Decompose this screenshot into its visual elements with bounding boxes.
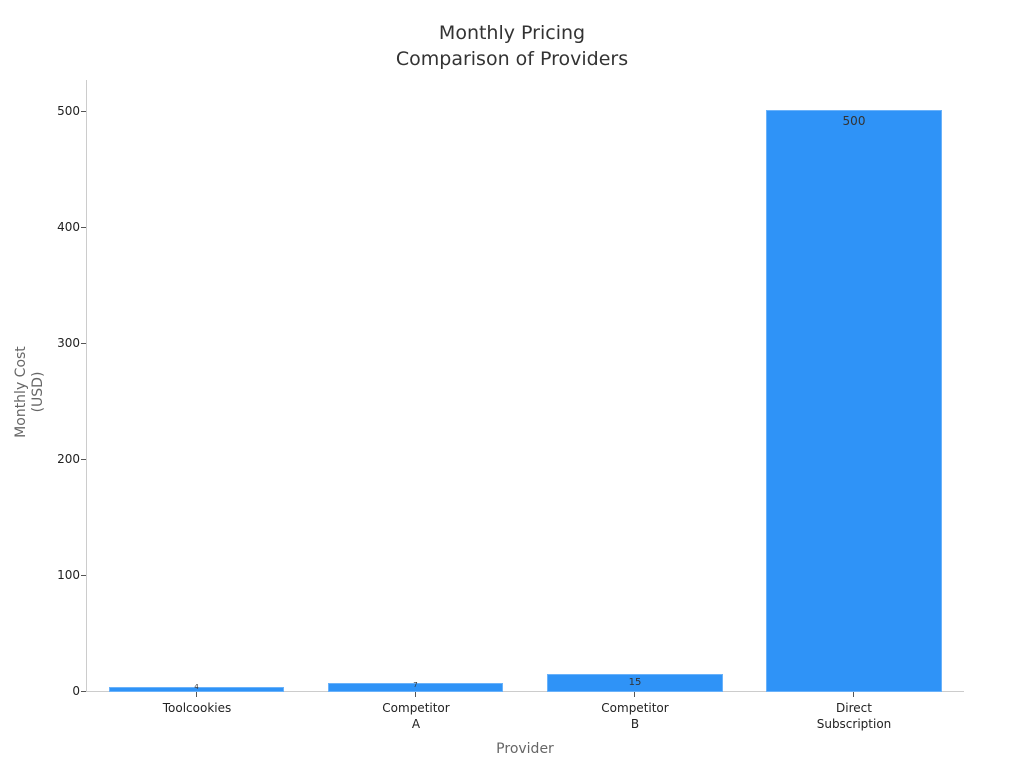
y-tick: [81, 343, 86, 344]
x-axis-line: [86, 691, 964, 692]
y-tick-label: 400: [57, 220, 80, 234]
y-tick-label: 500: [57, 104, 80, 118]
bar-value-label: 15: [628, 677, 642, 688]
y-tick-label: 300: [57, 336, 80, 350]
x-tick-label: Direct Subscription: [816, 701, 892, 731]
x-tick: [196, 692, 197, 697]
bar-value-label: 4: [194, 683, 199, 691]
y-tick-label: 100: [57, 568, 80, 582]
x-tick-label: Competitor A: [382, 701, 450, 731]
y-tick: [81, 459, 86, 460]
x-tick: [415, 692, 416, 697]
y-tick: [81, 111, 86, 112]
chart-title-line-1: Monthly Pricing: [438, 22, 586, 44]
bar-value-label: 7: [413, 681, 418, 689]
y-tick-label: 0: [72, 684, 80, 698]
y-tick-label: 200: [57, 452, 80, 466]
y-axis-line: [86, 80, 87, 692]
bar-direct-subscription[interactable]: [766, 110, 942, 692]
x-axis-title: Provider: [496, 741, 554, 757]
y-axis-title: Monthly Cost (USD): [13, 346, 46, 438]
bar-value-label: 500: [842, 114, 866, 128]
bar-competitor-b[interactable]: [547, 674, 723, 692]
x-tick-label: Toolcookies: [162, 701, 232, 715]
x-tick-label: Competitor B: [601, 701, 669, 731]
x-tick: [634, 692, 635, 697]
bar-competitor-a[interactable]: [328, 683, 503, 692]
y-tick: [81, 691, 86, 692]
bar-toolcookies[interactable]: [109, 687, 284, 692]
y-tick: [81, 227, 86, 228]
x-tick: [853, 692, 854, 697]
chart-title-line-2: Comparison of Providers: [395, 48, 629, 70]
y-tick: [81, 575, 86, 576]
